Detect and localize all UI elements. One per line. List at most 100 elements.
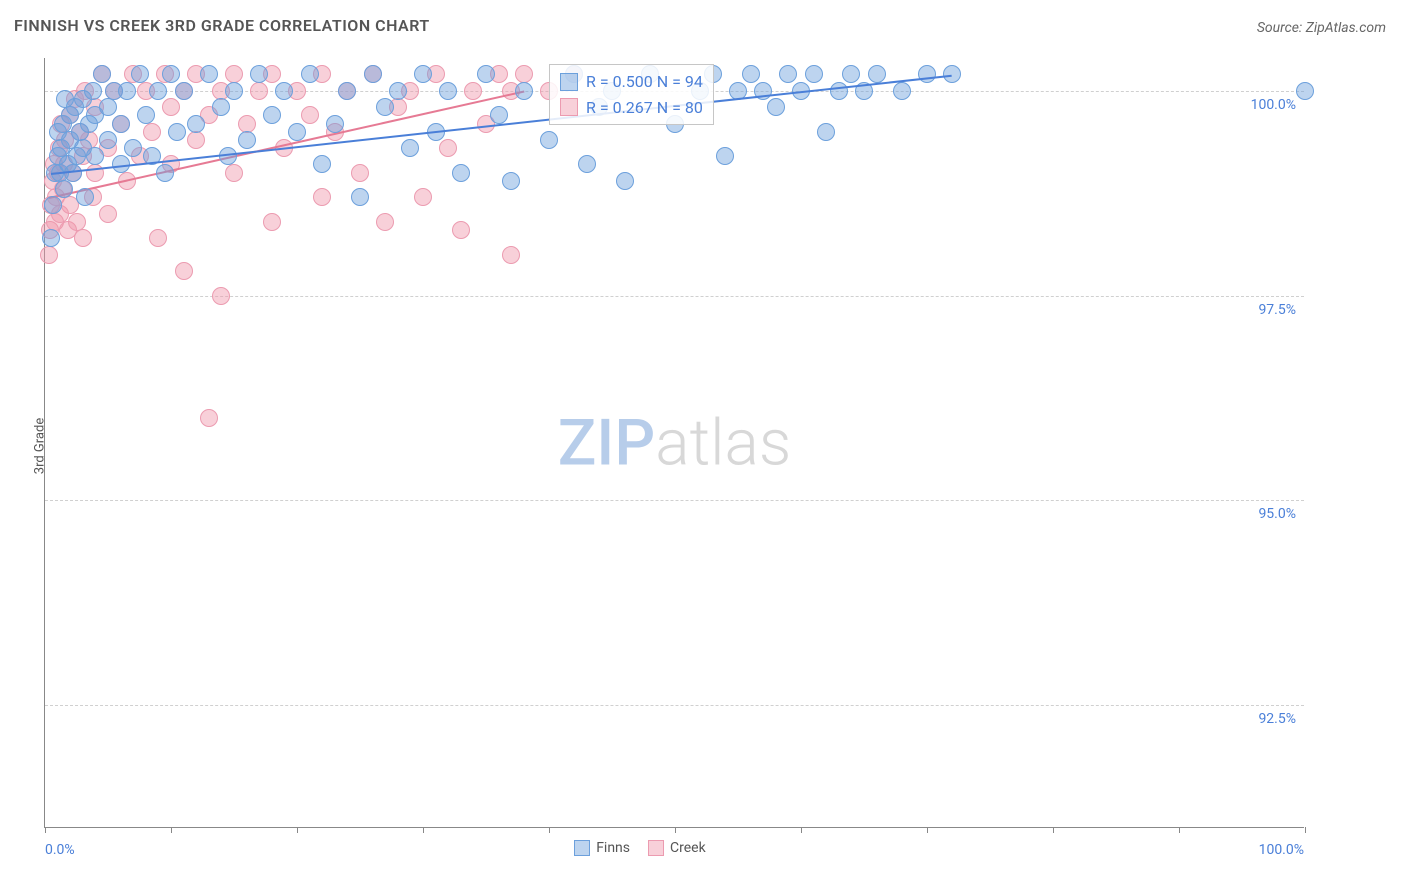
- data-point-finns: [452, 164, 470, 182]
- legend-swatch-creek: [648, 840, 664, 856]
- data-point-finns: [477, 65, 495, 83]
- data-point-finns: [779, 65, 797, 83]
- data-point-finns: [212, 98, 230, 116]
- ytick-label: 97.5%: [1258, 302, 1296, 318]
- data-point-finns: [76, 188, 94, 206]
- data-point-creek: [313, 188, 331, 206]
- ytick-label: 95.0%: [1258, 506, 1296, 522]
- data-point-creek: [175, 262, 193, 280]
- stats-legend: R = 0.500 N = 94R = 0.267 N = 80: [549, 64, 714, 125]
- data-point-finns: [301, 65, 319, 83]
- data-point-finns: [351, 188, 369, 206]
- xtick: [297, 827, 298, 833]
- data-point-creek: [439, 139, 457, 157]
- chart-title: FINNISH VS CREEK 3RD GRADE CORRELATION C…: [14, 16, 430, 35]
- data-point-finns: [376, 98, 394, 116]
- data-point-finns: [187, 115, 205, 133]
- ytick-label: 92.5%: [1258, 711, 1296, 727]
- data-point-finns: [275, 82, 293, 100]
- data-point-finns: [149, 82, 167, 100]
- gridline-h: [45, 296, 1304, 297]
- legend-swatch-finns: [574, 840, 590, 856]
- data-point-finns: [893, 82, 911, 100]
- data-point-finns: [112, 115, 130, 133]
- data-point-creek: [515, 65, 533, 83]
- data-point-finns: [401, 139, 419, 157]
- data-point-creek: [143, 123, 161, 141]
- data-point-finns: [225, 82, 243, 100]
- data-point-creek: [464, 82, 482, 100]
- data-point-finns: [44, 196, 62, 214]
- data-point-creek: [225, 65, 243, 83]
- data-point-creek: [225, 164, 243, 182]
- data-point-finns: [55, 180, 73, 198]
- data-point-finns: [263, 106, 281, 124]
- data-point-finns: [156, 164, 174, 182]
- data-point-finns: [364, 65, 382, 83]
- plot-area: ZIPatlas 92.5%95.0%97.5%100.0%0.0%100.0%…: [44, 58, 1304, 828]
- data-point-finns: [42, 229, 60, 247]
- data-point-finns: [830, 82, 848, 100]
- data-point-creek: [414, 188, 432, 206]
- data-point-finns: [93, 65, 111, 83]
- gridline-h: [45, 705, 1304, 706]
- data-point-finns: [1296, 82, 1314, 100]
- watermark-atlas: atlas: [655, 405, 791, 480]
- data-point-finns: [414, 65, 432, 83]
- xtick: [171, 827, 172, 833]
- data-point-finns: [515, 82, 533, 100]
- xlabel-right: 100.0%: [1259, 842, 1304, 858]
- data-point-finns: [118, 82, 136, 100]
- data-point-finns: [288, 123, 306, 141]
- data-point-creek: [162, 98, 180, 116]
- data-point-finns: [817, 123, 835, 141]
- watermark-zip: ZIP: [558, 405, 656, 480]
- xtick: [45, 827, 46, 833]
- data-point-creek: [68, 213, 86, 231]
- data-point-finns: [250, 65, 268, 83]
- data-point-creek: [74, 229, 92, 247]
- data-point-finns: [490, 106, 508, 124]
- data-point-finns: [389, 82, 407, 100]
- stats-row-finns: R = 0.500 N = 94: [586, 69, 703, 95]
- swatch-creek: [560, 98, 578, 116]
- data-point-creek: [263, 213, 281, 231]
- data-point-finns: [137, 106, 155, 124]
- data-point-finns: [716, 147, 734, 165]
- data-point-finns: [578, 155, 596, 173]
- data-point-finns: [175, 82, 193, 100]
- legend-label-creek: Creek: [670, 840, 706, 856]
- xtick: [549, 827, 550, 833]
- watermark: ZIPatlas: [558, 405, 792, 480]
- data-point-finns: [86, 147, 104, 165]
- data-point-creek: [502, 246, 520, 264]
- data-point-finns: [326, 115, 344, 133]
- data-point-finns: [313, 155, 331, 173]
- data-point-finns: [918, 65, 936, 83]
- data-point-creek: [250, 82, 268, 100]
- data-point-creek: [212, 287, 230, 305]
- data-point-creek: [238, 115, 256, 133]
- xtick: [927, 827, 928, 833]
- data-point-finns: [767, 98, 785, 116]
- data-point-creek: [149, 229, 167, 247]
- data-point-creek: [99, 205, 117, 223]
- gridline-h: [45, 500, 1304, 501]
- xtick: [801, 827, 802, 833]
- data-point-finns: [168, 123, 186, 141]
- data-point-finns: [868, 65, 886, 83]
- data-point-creek: [301, 106, 319, 124]
- swatch-finns: [560, 73, 578, 91]
- data-point-finns: [162, 65, 180, 83]
- xtick: [1305, 827, 1306, 833]
- data-point-finns: [439, 82, 457, 100]
- legend-label-finns: Finns: [596, 840, 630, 856]
- series-legend: Finns Creek: [574, 840, 706, 856]
- data-point-finns: [200, 65, 218, 83]
- data-point-finns: [99, 98, 117, 116]
- data-point-creek: [40, 246, 58, 264]
- chart-container: FINNISH VS CREEK 3RD GRADE CORRELATION C…: [0, 0, 1406, 892]
- data-point-finns: [540, 131, 558, 149]
- xtick: [1179, 827, 1180, 833]
- data-point-finns: [502, 172, 520, 190]
